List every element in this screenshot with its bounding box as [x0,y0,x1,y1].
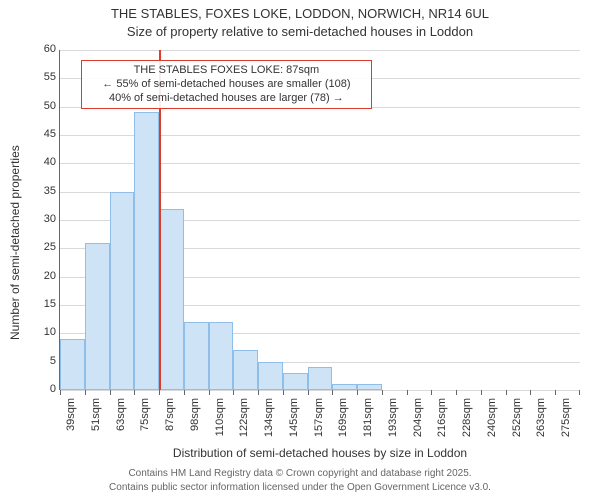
x-tick-mark [233,390,234,395]
y-tick-label: 40 [26,156,56,168]
histogram-bar [159,209,184,390]
x-tick-label: 228sqm [461,398,473,448]
histogram-bar [283,373,308,390]
y-tick-label: 25 [26,241,56,253]
histogram-bar [258,362,283,390]
x-tick-label: 157sqm [313,398,325,448]
x-tick-label: 181sqm [362,398,374,448]
y-tick-label: 30 [26,213,56,225]
x-tick-label: 98sqm [189,398,201,448]
histogram-bar [209,322,234,390]
x-tick-mark [308,390,309,395]
x-tick-mark [110,390,111,395]
x-tick-mark [357,390,358,395]
x-axis-label: Distribution of semi-detached houses by … [60,446,580,460]
x-tick-mark [530,390,531,395]
x-tick-label: 263sqm [535,398,547,448]
y-tick-label: 55 [26,71,56,83]
x-tick-mark [456,390,457,395]
x-tick-label: 275sqm [560,398,572,448]
annotation-line: 40% of semi-detached houses are larger (… [88,92,365,106]
histogram-bar [85,243,110,390]
annotation-line: ← 55% of semi-detached houses are smalle… [88,78,365,92]
x-tick-label: 193sqm [387,398,399,448]
y-tick-label: 60 [26,43,56,55]
x-tick-label: 145sqm [288,398,300,448]
x-tick-mark [209,390,210,395]
y-tick-label: 50 [26,100,56,112]
x-tick-label: 63sqm [115,398,127,448]
x-tick-label: 216sqm [436,398,448,448]
x-tick-label: 204sqm [412,398,424,448]
footer-line2: Contains public sector information licen… [0,482,600,493]
x-tick-mark [481,390,482,395]
y-tick-label: 0 [26,383,56,395]
histogram-bar [184,322,209,390]
histogram-bar [308,367,333,390]
grid-line [60,50,580,51]
x-tick-mark [382,390,383,395]
y-tick-label: 5 [26,355,56,367]
x-tick-mark [283,390,284,395]
y-tick-label: 15 [26,298,56,310]
x-tick-label: 75sqm [139,398,151,448]
x-tick-mark [579,390,580,395]
x-tick-label: 252sqm [511,398,523,448]
x-tick-mark [60,390,61,395]
x-tick-mark [159,390,160,395]
x-tick-mark [258,390,259,395]
x-tick-label: 87sqm [164,398,176,448]
x-tick-label: 169sqm [337,398,349,448]
histogram-bar [332,384,357,390]
x-tick-mark [134,390,135,395]
histogram-bar [110,192,135,390]
y-tick-label: 10 [26,326,56,338]
chart-title-line2: Size of property relative to semi-detach… [0,24,600,39]
histogram-bar [60,339,85,390]
x-tick-mark [184,390,185,395]
annotation-box: THE STABLES FOXES LOKE: 87sqm← 55% of se… [81,60,372,109]
annotation-line: THE STABLES FOXES LOKE: 87sqm [88,64,365,78]
y-tick-label: 35 [26,185,56,197]
x-tick-label: 39sqm [65,398,77,448]
histogram-bar [233,350,258,390]
plot-area: THE STABLES FOXES LOKE: 87sqm← 55% of se… [60,50,580,390]
x-tick-label: 122sqm [238,398,250,448]
footer-line1: Contains HM Land Registry data © Crown c… [0,468,600,479]
x-tick-mark [332,390,333,395]
chart-title-line1: THE STABLES, FOXES LOKE, LODDON, NORWICH… [0,6,600,21]
histogram-bar [357,384,382,390]
x-tick-mark [555,390,556,395]
grid-line [60,390,580,391]
x-tick-label: 51sqm [90,398,102,448]
x-tick-mark [407,390,408,395]
x-tick-mark [506,390,507,395]
x-tick-label: 240sqm [486,398,498,448]
x-tick-label: 134sqm [263,398,275,448]
x-tick-mark [431,390,432,395]
x-tick-label: 110sqm [214,398,226,448]
x-tick-mark [85,390,86,395]
y-tick-label: 20 [26,270,56,282]
y-tick-label: 45 [26,128,56,140]
histogram-bar [134,112,159,390]
